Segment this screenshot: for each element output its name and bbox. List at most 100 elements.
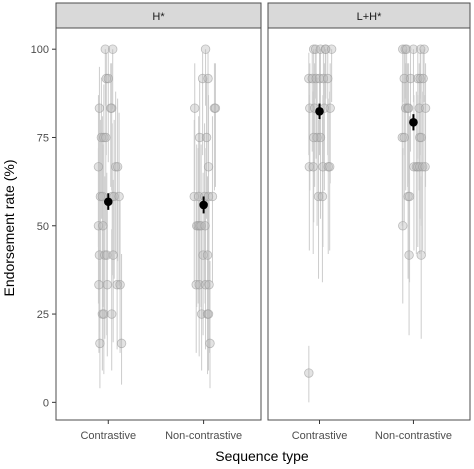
x-tick-label: Non-contrastive xyxy=(375,430,452,442)
y-axis: 0 25 50 75 100 xyxy=(31,44,56,409)
participant-point xyxy=(307,73,317,84)
participant-point xyxy=(116,338,127,349)
participant-point xyxy=(109,191,119,202)
participant-point xyxy=(416,250,426,260)
participant-point xyxy=(325,103,335,113)
x-tick-label: Contrastive xyxy=(292,430,348,442)
participant-point xyxy=(202,250,213,260)
participant-point xyxy=(106,103,116,113)
facet-panel: L+H* xyxy=(267,2,471,421)
participant-point xyxy=(191,280,201,290)
y-tick-label: 0 xyxy=(43,397,49,409)
participant-point xyxy=(201,132,212,143)
participant-point xyxy=(415,162,425,172)
participant-point xyxy=(399,132,409,143)
participant-point xyxy=(204,280,214,290)
participant-point xyxy=(405,73,416,84)
participant-point xyxy=(415,73,425,84)
participant-point xyxy=(420,103,431,113)
x-axis: Contrastive Non-contrastive Contrastive Non… xyxy=(80,420,452,442)
mean-point xyxy=(103,197,113,207)
facet-panels: H* L+H* xyxy=(55,2,471,421)
participant-point xyxy=(308,132,319,143)
facet-strip xyxy=(55,2,262,29)
panel-background xyxy=(268,28,470,420)
participant-point xyxy=(114,191,124,202)
participant-point xyxy=(310,44,321,54)
facet-strip-label: H* xyxy=(152,11,165,23)
participant-point xyxy=(326,44,337,54)
participant-point xyxy=(207,191,218,202)
participant-point xyxy=(420,162,430,172)
participant-point xyxy=(200,280,211,290)
participant-point xyxy=(304,162,315,172)
participant-point xyxy=(94,250,105,260)
participant-point xyxy=(304,368,314,378)
participant-point xyxy=(417,162,428,172)
participant-point xyxy=(108,44,118,54)
participant-point xyxy=(200,44,211,54)
participant-point xyxy=(419,44,429,54)
panel-border xyxy=(267,27,471,421)
participant-point xyxy=(99,309,109,319)
mean-point xyxy=(199,200,208,210)
participant-point xyxy=(95,338,105,349)
y-tick-label: 75 xyxy=(37,132,49,144)
participant-point xyxy=(194,280,204,290)
participant-point xyxy=(93,162,104,172)
participant-point xyxy=(103,73,113,84)
y-axis-title: Endorsement rate (%) xyxy=(1,160,17,297)
x-tick-label: Non-contrastive xyxy=(165,430,242,442)
participant-point xyxy=(398,221,408,231)
participant-point xyxy=(107,309,117,319)
mean-point xyxy=(315,107,324,116)
participant-point xyxy=(190,103,200,113)
participant-point xyxy=(313,191,324,202)
participant-point xyxy=(97,191,108,202)
participant-point xyxy=(315,44,326,54)
x-tick-label: Contrastive xyxy=(80,430,136,442)
participant-point xyxy=(413,73,423,84)
participant-point xyxy=(418,73,428,84)
participant-point xyxy=(408,44,419,54)
participant-point xyxy=(416,132,426,143)
participant-point xyxy=(205,338,215,349)
participant-point xyxy=(112,162,123,172)
panel-background xyxy=(56,28,261,420)
participant-point xyxy=(416,44,426,54)
participant-point xyxy=(311,73,321,84)
participant-point xyxy=(108,250,118,260)
facet-strip-label: L+H* xyxy=(357,11,382,23)
participant-point xyxy=(112,280,122,290)
participant-point xyxy=(101,132,111,143)
participant-point xyxy=(317,191,328,202)
participant-point xyxy=(318,162,328,172)
x-axis-title: Sequence type xyxy=(215,448,309,464)
participant-point xyxy=(100,44,111,54)
participant-point xyxy=(308,162,318,172)
participant-point xyxy=(323,73,333,84)
participant-point xyxy=(324,162,335,172)
facet-panel: H* xyxy=(55,2,262,421)
mean-point xyxy=(409,117,418,127)
participant-point xyxy=(200,221,210,231)
participant-point xyxy=(315,132,326,143)
participant-point xyxy=(403,103,414,113)
participant-point xyxy=(94,280,104,290)
y-tick-label: 25 xyxy=(37,309,49,321)
y-tick-label: 50 xyxy=(37,221,49,233)
participant-point xyxy=(94,103,105,113)
participant-point xyxy=(398,44,408,54)
participant-point xyxy=(203,162,214,172)
facet-strip xyxy=(267,2,471,29)
participant-point xyxy=(194,132,205,143)
participant-point xyxy=(115,280,125,290)
y-tick-label: 100 xyxy=(31,44,49,56)
panel-border xyxy=(55,27,262,421)
participant-point xyxy=(197,73,208,84)
participant-point xyxy=(102,280,112,290)
participant-point xyxy=(305,103,315,113)
participant-point xyxy=(304,73,314,84)
participant-point xyxy=(102,250,112,260)
